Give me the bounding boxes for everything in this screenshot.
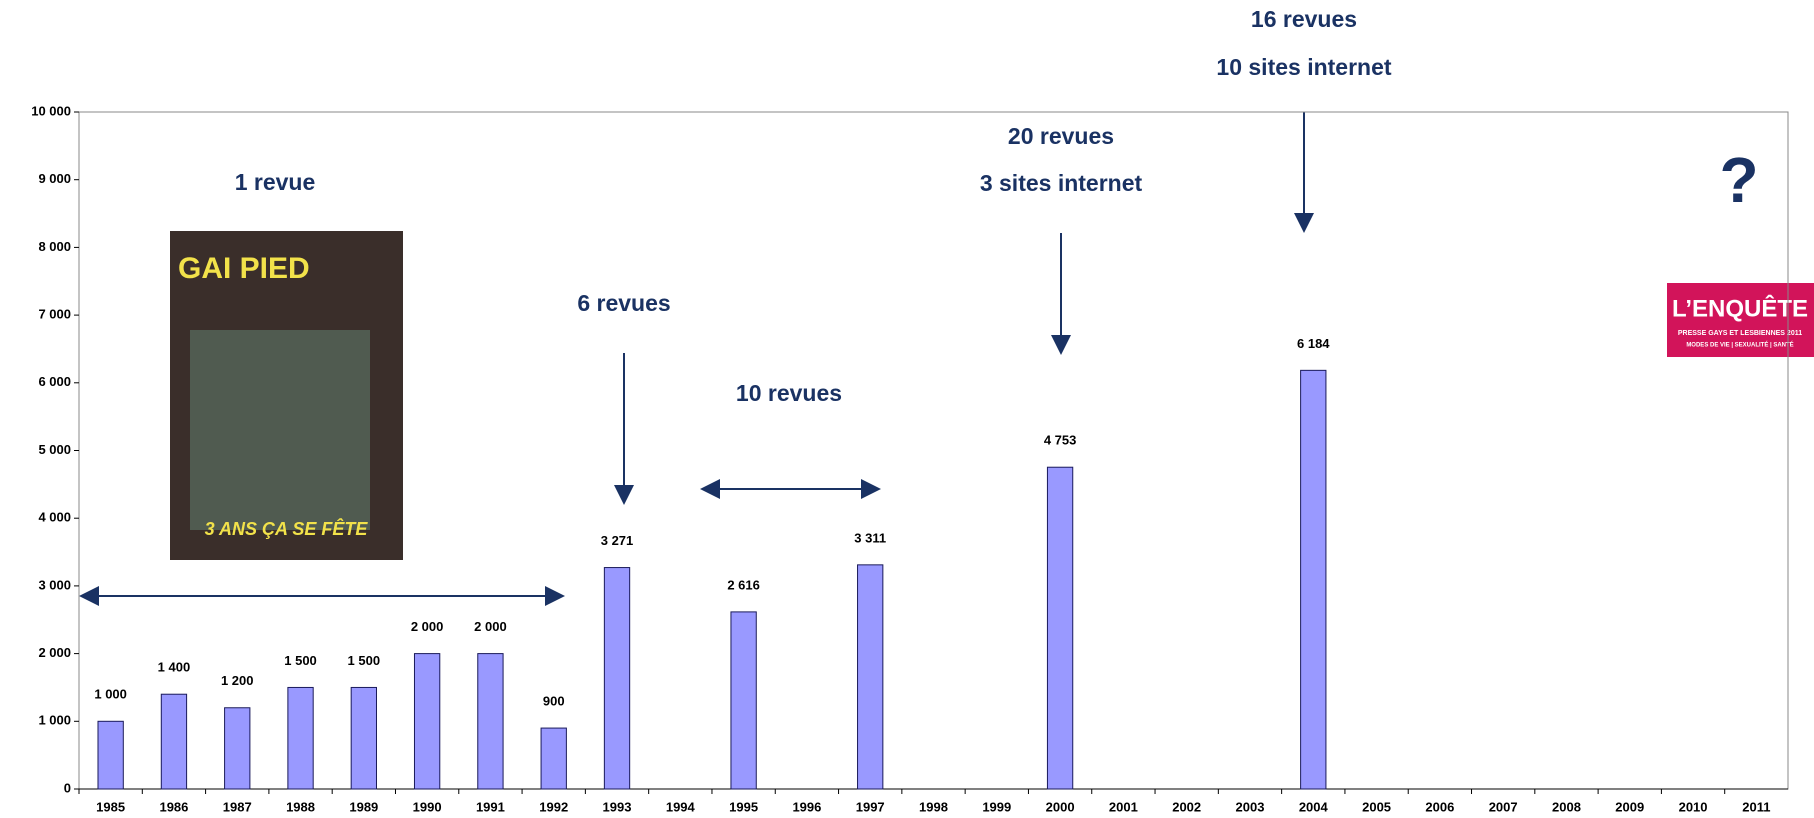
cover-title: GAI PIED (178, 252, 310, 285)
bar (730, 611, 757, 790)
cover-caption: 3 ANS ÇA SE FÊTE (205, 518, 369, 539)
value-label: 2 616 (727, 577, 760, 592)
x-tick-label: 1990 (413, 799, 442, 814)
x-tick-label: 1997 (856, 799, 885, 814)
value-label: 2 000 (411, 619, 444, 634)
x-tick-label: 1987 (223, 799, 252, 814)
value-label: 1 500 (284, 653, 317, 668)
logo-tagline: MODES DE VIE | SEXUALITÉ | SANTÉ (1686, 341, 1793, 349)
bar (350, 686, 377, 790)
x-tick-label: 2003 (1236, 799, 1265, 814)
x-tick-label: 2009 (1615, 799, 1644, 814)
logo-title: L’ENQUÊTE (1672, 294, 1808, 322)
x-tick-label: 1989 (349, 799, 378, 814)
x-tick-label: 1994 (666, 799, 696, 814)
cover-face (190, 330, 370, 530)
x-tick-label: 1992 (539, 799, 568, 814)
bar (603, 567, 631, 790)
bar (540, 727, 567, 790)
y-tick-label: 8 000 (38, 239, 71, 254)
x-tick-label: 2004 (1299, 799, 1329, 814)
annotation: 16 revues (1251, 6, 1357, 32)
x-tick-label: 2011 (1742, 799, 1770, 814)
x-tick-label: 1999 (982, 799, 1011, 814)
value-label: 2 000 (474, 619, 507, 634)
x-tick-label: 1996 (792, 799, 821, 814)
y-tick-label: 5 000 (38, 442, 71, 457)
x-tick-label: 2002 (1172, 799, 1201, 814)
annotation: 10 sites internet (1216, 54, 1391, 80)
bar (1300, 369, 1327, 790)
y-tick-label: 3 000 (38, 577, 71, 592)
annotation: 1 revue (235, 169, 316, 195)
value-label: 900 (543, 694, 565, 709)
x-tick-label: 2000 (1046, 799, 1075, 814)
y-tick-label: 6 000 (38, 374, 71, 389)
x-tick-label: 1986 (159, 799, 188, 814)
bar (477, 653, 504, 790)
bar (97, 720, 124, 790)
annotation: 6 revues (577, 290, 670, 316)
x-tick-label: 2005 (1362, 799, 1391, 814)
y-tick-label: 2 000 (38, 645, 71, 660)
bar (413, 653, 441, 790)
annotation: ? (1719, 144, 1758, 216)
x-tick-label: 1985 (96, 799, 125, 814)
bar (857, 564, 884, 790)
value-label: 1 200 (221, 673, 254, 688)
bar (224, 707, 251, 790)
bar (1046, 466, 1074, 790)
y-tick-label: 9 000 (38, 171, 71, 186)
y-tick-label: 0 (64, 780, 71, 795)
y-tick-label: 1 000 (38, 713, 71, 728)
value-label: 6 184 (1297, 336, 1330, 351)
x-tick-label: 2008 (1552, 799, 1581, 814)
x-tick-label: 1988 (286, 799, 315, 814)
value-label: 1 000 (94, 687, 127, 702)
value-label: 1 400 (158, 660, 191, 675)
logo (1667, 283, 1814, 357)
y-tick-label: 10 000 (31, 103, 71, 118)
x-tick-label: 1995 (729, 799, 758, 814)
logo-subtitle: PRESSE GAYS ET LESBIENNES 2011 (1678, 330, 1802, 337)
value-label: 4 753 (1044, 433, 1077, 448)
annotation: 20 revues (1008, 123, 1114, 149)
x-tick-label: 2006 (1425, 799, 1454, 814)
value-label: 3 311 (854, 530, 886, 545)
x-tick-label: 2010 (1679, 799, 1708, 814)
y-tick-label: 4 000 (38, 510, 71, 525)
bar (287, 686, 314, 790)
bar (160, 693, 188, 790)
x-tick-label: 1993 (603, 799, 632, 814)
value-label: 1 500 (348, 653, 381, 668)
y-tick-label: 7 000 (38, 307, 71, 322)
x-tick-label: 1998 (919, 799, 948, 814)
x-tick-label: 2007 (1489, 799, 1518, 814)
annotation: 10 revues (736, 380, 842, 406)
value-label: 3 271 (601, 533, 634, 548)
annotation: 3 sites internet (980, 170, 1143, 196)
x-tick-label: 2001 (1109, 799, 1138, 814)
x-tick-label: 1991 (476, 799, 505, 814)
